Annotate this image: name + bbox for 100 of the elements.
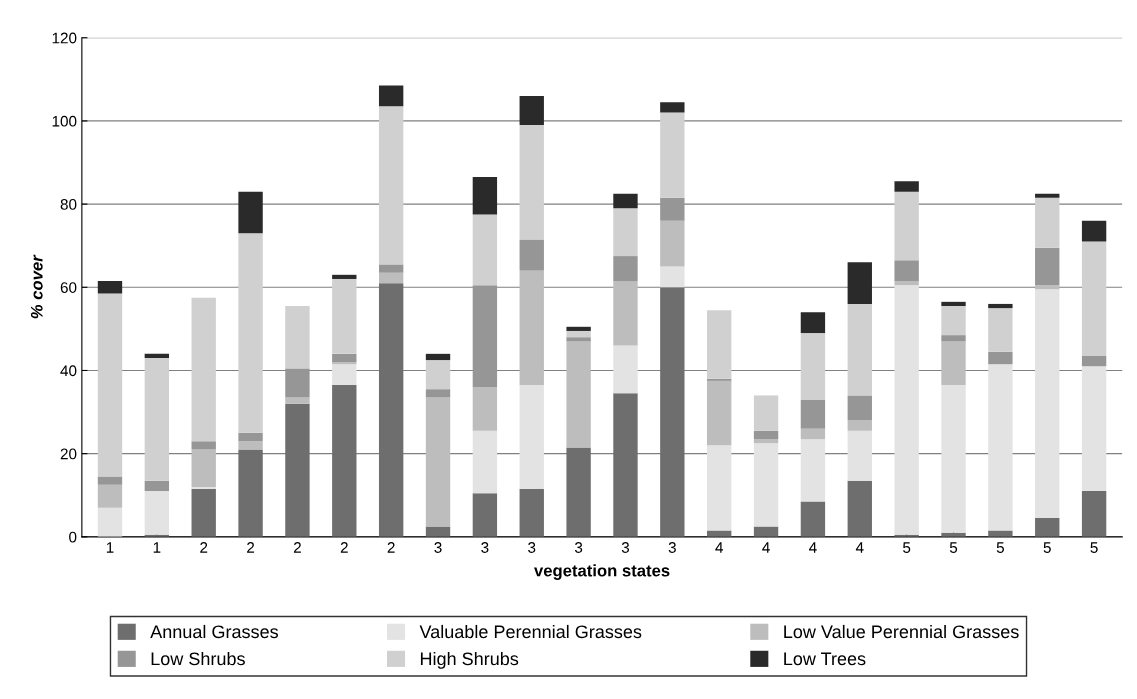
bar bbox=[800, 501, 826, 537]
bar bbox=[847, 430, 872, 481]
bar bbox=[800, 399, 826, 429]
x-tick-label: 4 bbox=[762, 542, 770, 553]
x-tick-label: 5 bbox=[1043, 542, 1051, 553]
bar bbox=[613, 193, 638, 209]
bar bbox=[285, 397, 310, 404]
bar bbox=[847, 262, 872, 304]
bar bbox=[847, 303, 872, 396]
bar bbox=[707, 445, 732, 531]
legend-label: Annual Grasses bbox=[150, 624, 278, 639]
bar bbox=[285, 368, 310, 398]
bar bbox=[1081, 491, 1107, 537]
bar bbox=[566, 447, 591, 537]
bar bbox=[1035, 247, 1060, 286]
bar bbox=[144, 357, 170, 481]
bar bbox=[332, 278, 357, 354]
bar bbox=[941, 385, 966, 533]
x-tick-label: 3 bbox=[574, 542, 583, 553]
bar bbox=[941, 301, 966, 306]
bar bbox=[707, 378, 732, 381]
bar bbox=[753, 443, 779, 527]
bar bbox=[472, 285, 498, 388]
bar bbox=[988, 364, 1013, 531]
x-tick-label: 5 bbox=[949, 542, 958, 553]
bar bbox=[1081, 241, 1107, 356]
bar bbox=[941, 306, 966, 336]
bar bbox=[613, 345, 638, 394]
bar bbox=[191, 441, 216, 450]
bar bbox=[707, 310, 732, 379]
bar bbox=[332, 353, 357, 363]
bar bbox=[753, 430, 779, 440]
bar bbox=[285, 403, 310, 537]
bar bbox=[988, 308, 1013, 352]
bar bbox=[519, 385, 544, 489]
bar bbox=[425, 397, 451, 527]
x-tick-label: 4 bbox=[855, 542, 864, 553]
bar bbox=[894, 285, 919, 535]
bar bbox=[191, 297, 216, 442]
x-tick-label: 3 bbox=[621, 542, 630, 553]
bar bbox=[97, 507, 123, 537]
x-tick-label: 1 bbox=[106, 542, 114, 553]
legend-label: Low Trees bbox=[784, 652, 866, 666]
bar bbox=[285, 306, 310, 369]
bar bbox=[847, 420, 872, 431]
bar bbox=[332, 362, 357, 365]
bar bbox=[144, 353, 170, 358]
bar bbox=[191, 449, 216, 487]
bar bbox=[566, 326, 591, 331]
bar bbox=[144, 491, 170, 535]
bar bbox=[894, 191, 919, 261]
bar bbox=[707, 380, 732, 446]
x-tick-label: 4 bbox=[715, 542, 723, 553]
bar bbox=[191, 486, 216, 489]
bar bbox=[519, 239, 544, 271]
x-tick-label: 2 bbox=[340, 542, 348, 553]
bar bbox=[238, 191, 263, 234]
bar bbox=[238, 441, 263, 450]
x-tick-label: 3 bbox=[434, 542, 442, 553]
bar bbox=[894, 281, 919, 286]
bar bbox=[332, 274, 357, 279]
bar bbox=[519, 95, 544, 126]
bar bbox=[613, 393, 638, 537]
bar bbox=[191, 489, 216, 537]
bar bbox=[941, 335, 966, 342]
bar bbox=[472, 430, 498, 494]
x-tick-label: 5 bbox=[1090, 542, 1098, 553]
bar bbox=[1035, 285, 1060, 290]
bar bbox=[378, 106, 404, 265]
bar bbox=[97, 484, 123, 508]
bar bbox=[613, 256, 638, 282]
y-tick-label: 120 bbox=[52, 32, 77, 44]
bar bbox=[660, 220, 685, 267]
y-axis-title: % cover bbox=[30, 254, 43, 319]
bar bbox=[753, 526, 779, 537]
bar bbox=[1081, 355, 1107, 367]
bar bbox=[660, 197, 685, 221]
x-axis-title: vegetation states bbox=[534, 564, 670, 580]
x-tick-label: 5 bbox=[903, 542, 911, 553]
bar bbox=[613, 208, 638, 257]
bar bbox=[894, 260, 919, 282]
x-tick-label: 2 bbox=[247, 542, 255, 553]
y-tick-label: 20 bbox=[60, 448, 77, 460]
bar bbox=[941, 341, 966, 386]
bar bbox=[472, 214, 498, 286]
bar bbox=[1035, 289, 1060, 519]
bar bbox=[97, 281, 123, 294]
bar bbox=[332, 385, 357, 537]
bar bbox=[660, 266, 685, 288]
legend-label: Low Value Perennial Grasses bbox=[784, 624, 1019, 639]
x-tick-label: 3 bbox=[481, 542, 489, 553]
bar bbox=[425, 353, 451, 361]
bar bbox=[472, 493, 498, 537]
bar bbox=[378, 264, 404, 273]
bar bbox=[144, 480, 170, 492]
legend-label: High Shrubs bbox=[420, 651, 519, 669]
bar bbox=[847, 395, 872, 421]
bar bbox=[472, 387, 498, 431]
bar bbox=[566, 330, 591, 338]
bar bbox=[800, 312, 826, 334]
